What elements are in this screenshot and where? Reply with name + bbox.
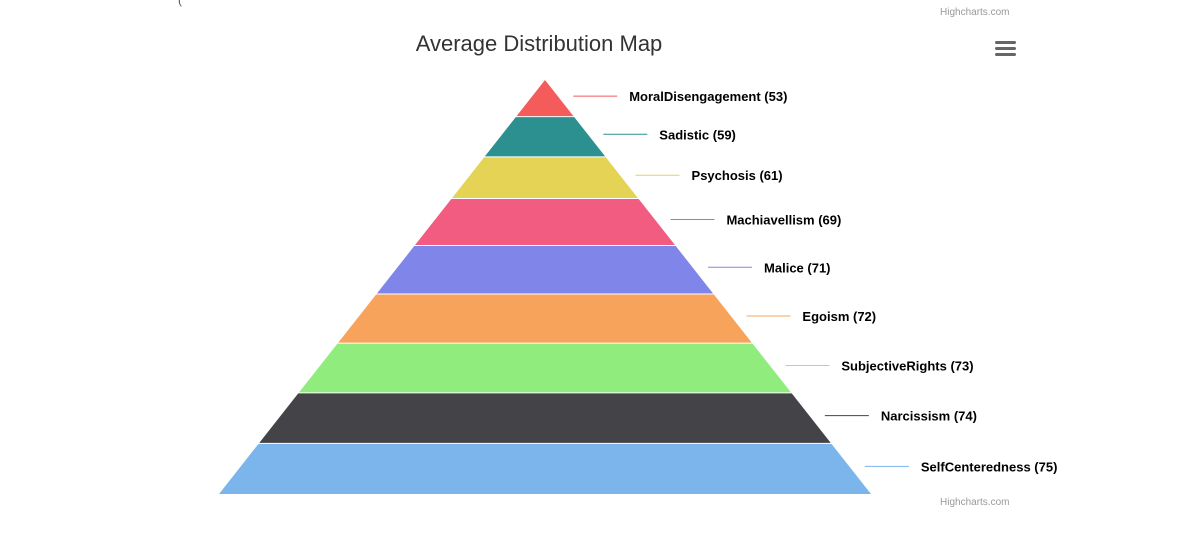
corner-artifact: ( (178, 0, 182, 7)
credits-link-top[interactable]: Highcharts.com (940, 7, 1010, 18)
pyramid-segment-subjectiverights[interactable] (299, 343, 791, 393)
hamburger-menu-icon-bar (995, 53, 1016, 56)
pyramid-segment-machiavellism[interactable] (415, 198, 675, 246)
pyramid-segment-selfcenteredness[interactable] (219, 443, 871, 494)
data-label-moraldisengagement: MoralDisengagement (53) (629, 89, 787, 104)
data-label-selfcenteredness: SelfCenteredness (75) (921, 459, 1058, 474)
pyramid-segment-narcissism[interactable] (259, 393, 831, 443)
pyramid-segment-malice[interactable] (376, 246, 714, 294)
chart-title: Average Distribution Map (415, 31, 663, 56)
credits-link-bottom[interactable]: Highcharts.com (940, 497, 1010, 508)
data-label-narcissism: Narcissism (74) (881, 409, 977, 424)
chart-menu-button[interactable] (990, 36, 1020, 64)
pyramid-segment-moraldisengagement[interactable] (516, 80, 574, 117)
hamburger-menu-icon (995, 41, 1016, 44)
pyramid-segment-sadistic[interactable] (484, 117, 606, 157)
data-label-egoism: Egoism (72) (802, 309, 876, 324)
pyramid-segment-psychosis[interactable] (452, 157, 638, 198)
data-label-subjectiverights: SubjectiveRights (73) (841, 358, 973, 373)
pyramid-segment-egoism[interactable] (338, 294, 752, 343)
data-label-machiavellism: Machiavellism (69) (726, 213, 841, 228)
data-label-malice: Malice (71) (764, 260, 830, 275)
data-label-sadistic: Sadistic (59) (659, 127, 736, 142)
hamburger-menu-icon-bar (995, 47, 1016, 50)
data-label-psychosis: Psychosis (61) (692, 168, 783, 183)
